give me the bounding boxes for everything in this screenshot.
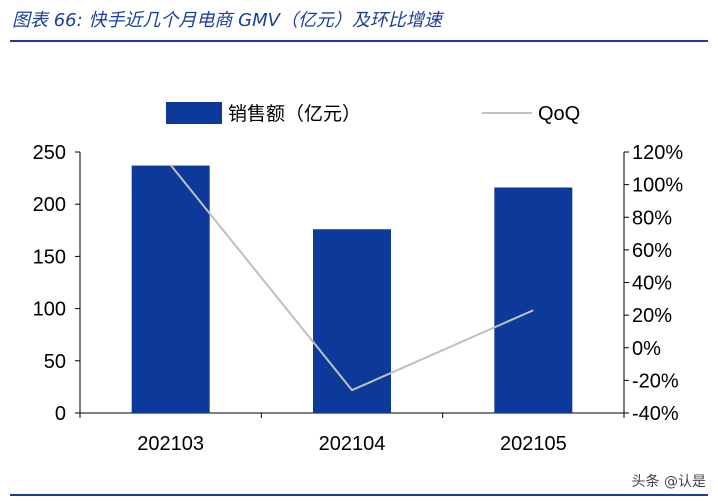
figure-title: 图表 66: 快手近几个月电商 GMV（亿元）及环比增速 xyxy=(12,10,442,31)
x-axis-label: 202105 xyxy=(500,433,567,455)
left-axis-tick-label: 0 xyxy=(55,403,66,425)
title-divider xyxy=(10,40,708,42)
legend-bar-swatch xyxy=(166,102,222,124)
x-axis-label: 202103 xyxy=(137,433,204,455)
right-axis-tick-label: 80% xyxy=(632,207,672,229)
right-axis-tick-label: -20% xyxy=(632,370,679,392)
right-axis-tick-label: 20% xyxy=(632,305,672,327)
legend-bar-label: 销售额（亿元） xyxy=(228,103,361,125)
right-axis-tick-label: 60% xyxy=(632,240,672,262)
left-axis-tick-label: 100 xyxy=(33,299,66,321)
bar-202104 xyxy=(313,229,391,413)
bottom-divider xyxy=(10,494,708,496)
left-axis-tick-label: 200 xyxy=(33,194,66,216)
right-axis-tick-label: 100% xyxy=(632,175,683,197)
qoq-line xyxy=(169,164,534,392)
left-axis-tick-label: 250 xyxy=(33,142,66,164)
x-axis-label: 202104 xyxy=(319,433,386,455)
bar-202103 xyxy=(131,165,210,413)
legend-line-label: QoQ xyxy=(538,103,580,125)
bar-202105 xyxy=(494,187,573,413)
watermark: 头条 @认是 xyxy=(631,474,706,490)
right-axis-tick-label: 120% xyxy=(632,142,683,164)
right-axis-tick-label: 0% xyxy=(632,338,661,360)
right-axis-tick-label: 40% xyxy=(632,273,672,295)
left-axis-tick-label: 50 xyxy=(44,351,66,373)
left-axis-tick-label: 150 xyxy=(33,246,66,268)
right-axis-tick-label: -40% xyxy=(632,403,679,425)
